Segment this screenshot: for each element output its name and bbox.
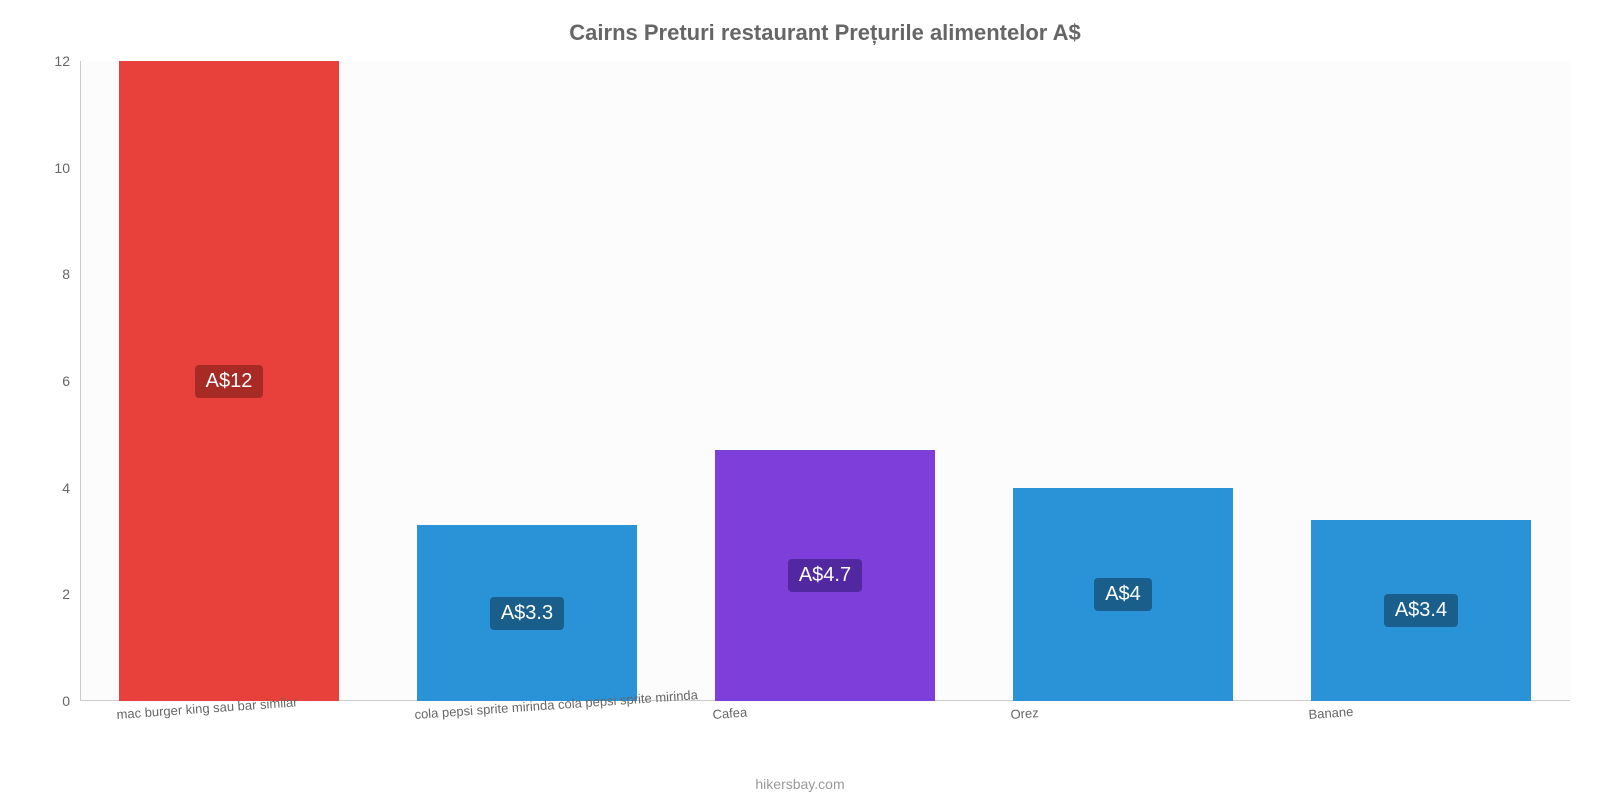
bar: A$3.3	[417, 525, 638, 701]
bar: A$4.7	[715, 450, 936, 701]
x-labels-group: mac burger king sau bar similarcola peps…	[80, 707, 1570, 747]
x-label-slot: Banane	[1272, 707, 1570, 747]
y-tick-label: 12	[40, 53, 70, 69]
bar: A$4	[1013, 488, 1234, 701]
bar-value-label: A$4.7	[788, 559, 862, 592]
x-label-slot: cola pepsi sprite mirinda cola pepsi spr…	[378, 707, 676, 747]
bar-slot: A$3.4	[1272, 61, 1570, 701]
x-label-slot: Cafea	[676, 707, 974, 747]
bars-group: A$12 A$3.3 A$4.7 A$4 A$3.4	[80, 61, 1570, 701]
y-tick-label: 10	[40, 160, 70, 176]
bar-value-label: A$12	[195, 365, 264, 398]
bar-value-label: A$3.3	[490, 597, 564, 630]
bar-slot: A$3.3	[378, 61, 676, 701]
bar-value-label: A$3.4	[1384, 594, 1458, 627]
bar-value-label: A$4	[1094, 578, 1152, 611]
bar: A$3.4	[1311, 520, 1532, 701]
bar: A$12	[119, 61, 340, 701]
chart-title: Cairns Preturi restaurant Prețurile alim…	[80, 20, 1570, 46]
y-tick-label: 2	[40, 586, 70, 602]
y-tick-label: 4	[40, 480, 70, 496]
x-axis-label: Cafea	[712, 705, 748, 722]
x-label-slot: mac burger king sau bar similar	[80, 707, 378, 747]
x-axis-label: Banane	[1308, 704, 1354, 722]
x-axis-label: Orez	[1010, 705, 1039, 722]
chart-container: Cairns Preturi restaurant Prețurile alim…	[0, 0, 1600, 800]
y-tick-label: 0	[40, 693, 70, 709]
x-label-slot: Orez	[974, 707, 1272, 747]
plot-area: 024681012 A$12A$3.3A$4.7A$4A$3.4	[80, 61, 1570, 701]
y-tick-label: 6	[40, 373, 70, 389]
bar-slot: A$4.7	[676, 61, 974, 701]
y-tick-label: 8	[40, 266, 70, 282]
bar-slot: A$4	[974, 61, 1272, 701]
bar-slot: A$12	[80, 61, 378, 701]
attribution-text: hikersbay.com	[755, 776, 844, 792]
